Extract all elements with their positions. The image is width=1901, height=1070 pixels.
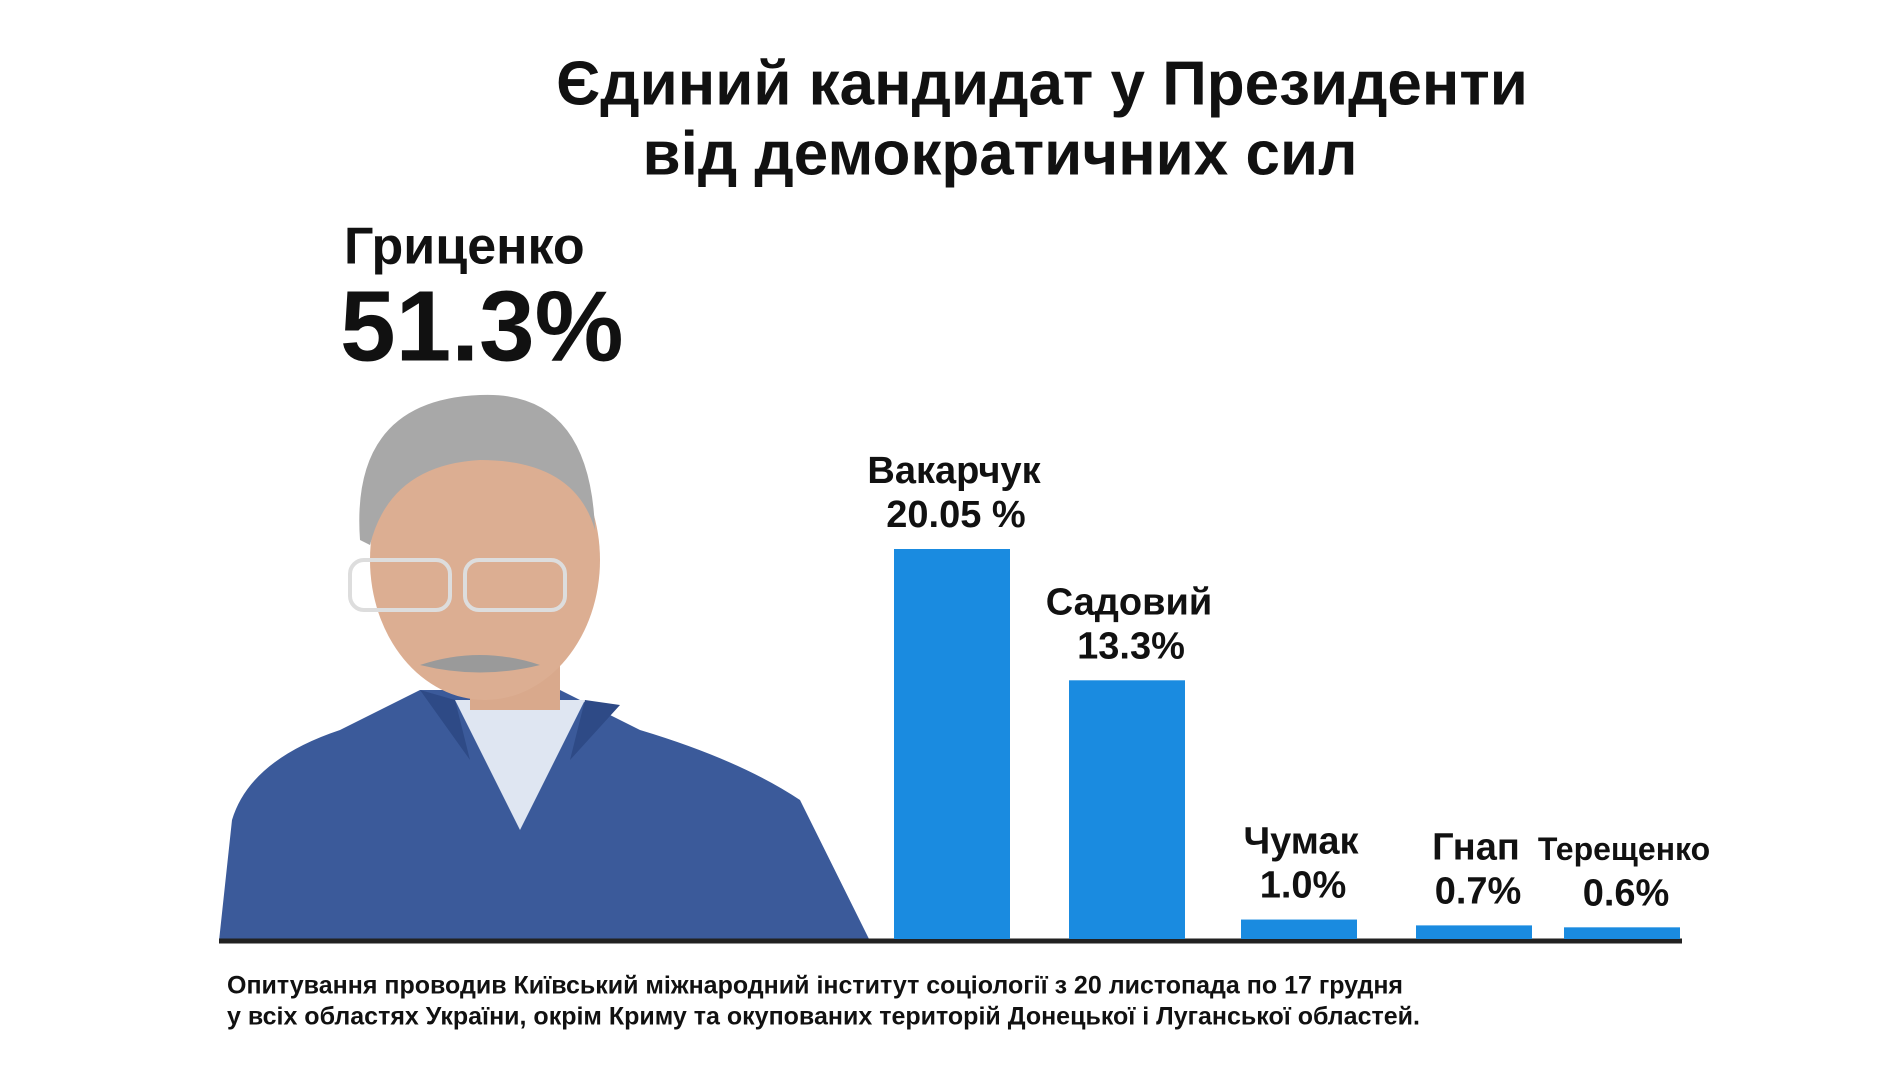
portrait: [219, 394, 870, 941]
bar-category-label: Терещенко: [1538, 831, 1710, 867]
chart-title: Єдиний кандидат у Президенти: [556, 49, 1528, 118]
bar-value-label: 0.7%: [1435, 870, 1522, 912]
bar-category-label: Садовий: [1046, 581, 1212, 623]
bar-value-label: 0.6%: [1583, 872, 1670, 914]
bar: [1416, 925, 1532, 939]
bar-value-label: 1.0%: [1260, 865, 1347, 907]
bar-category-label: Вакарчук: [867, 450, 1041, 492]
bar: [1564, 927, 1680, 939]
bar: [894, 549, 1010, 939]
leader-value: 51.3%: [340, 270, 624, 382]
bar: [1241, 919, 1357, 939]
chart-title: від демократичних сил: [643, 119, 1358, 188]
bar-category-label: Чумак: [1243, 821, 1359, 863]
bar: [1069, 680, 1185, 939]
footnote: у всіх областях України, окрім Криму та …: [227, 1003, 1420, 1031]
leader-name: Гриценко: [344, 218, 585, 276]
bar-category-label: Гнап: [1432, 826, 1520, 868]
bar-value-label: 20.05 %: [886, 494, 1025, 536]
footnote: Опитування проводив Київський міжнародни…: [227, 972, 1403, 1000]
bar-value-label: 13.3%: [1077, 625, 1185, 667]
